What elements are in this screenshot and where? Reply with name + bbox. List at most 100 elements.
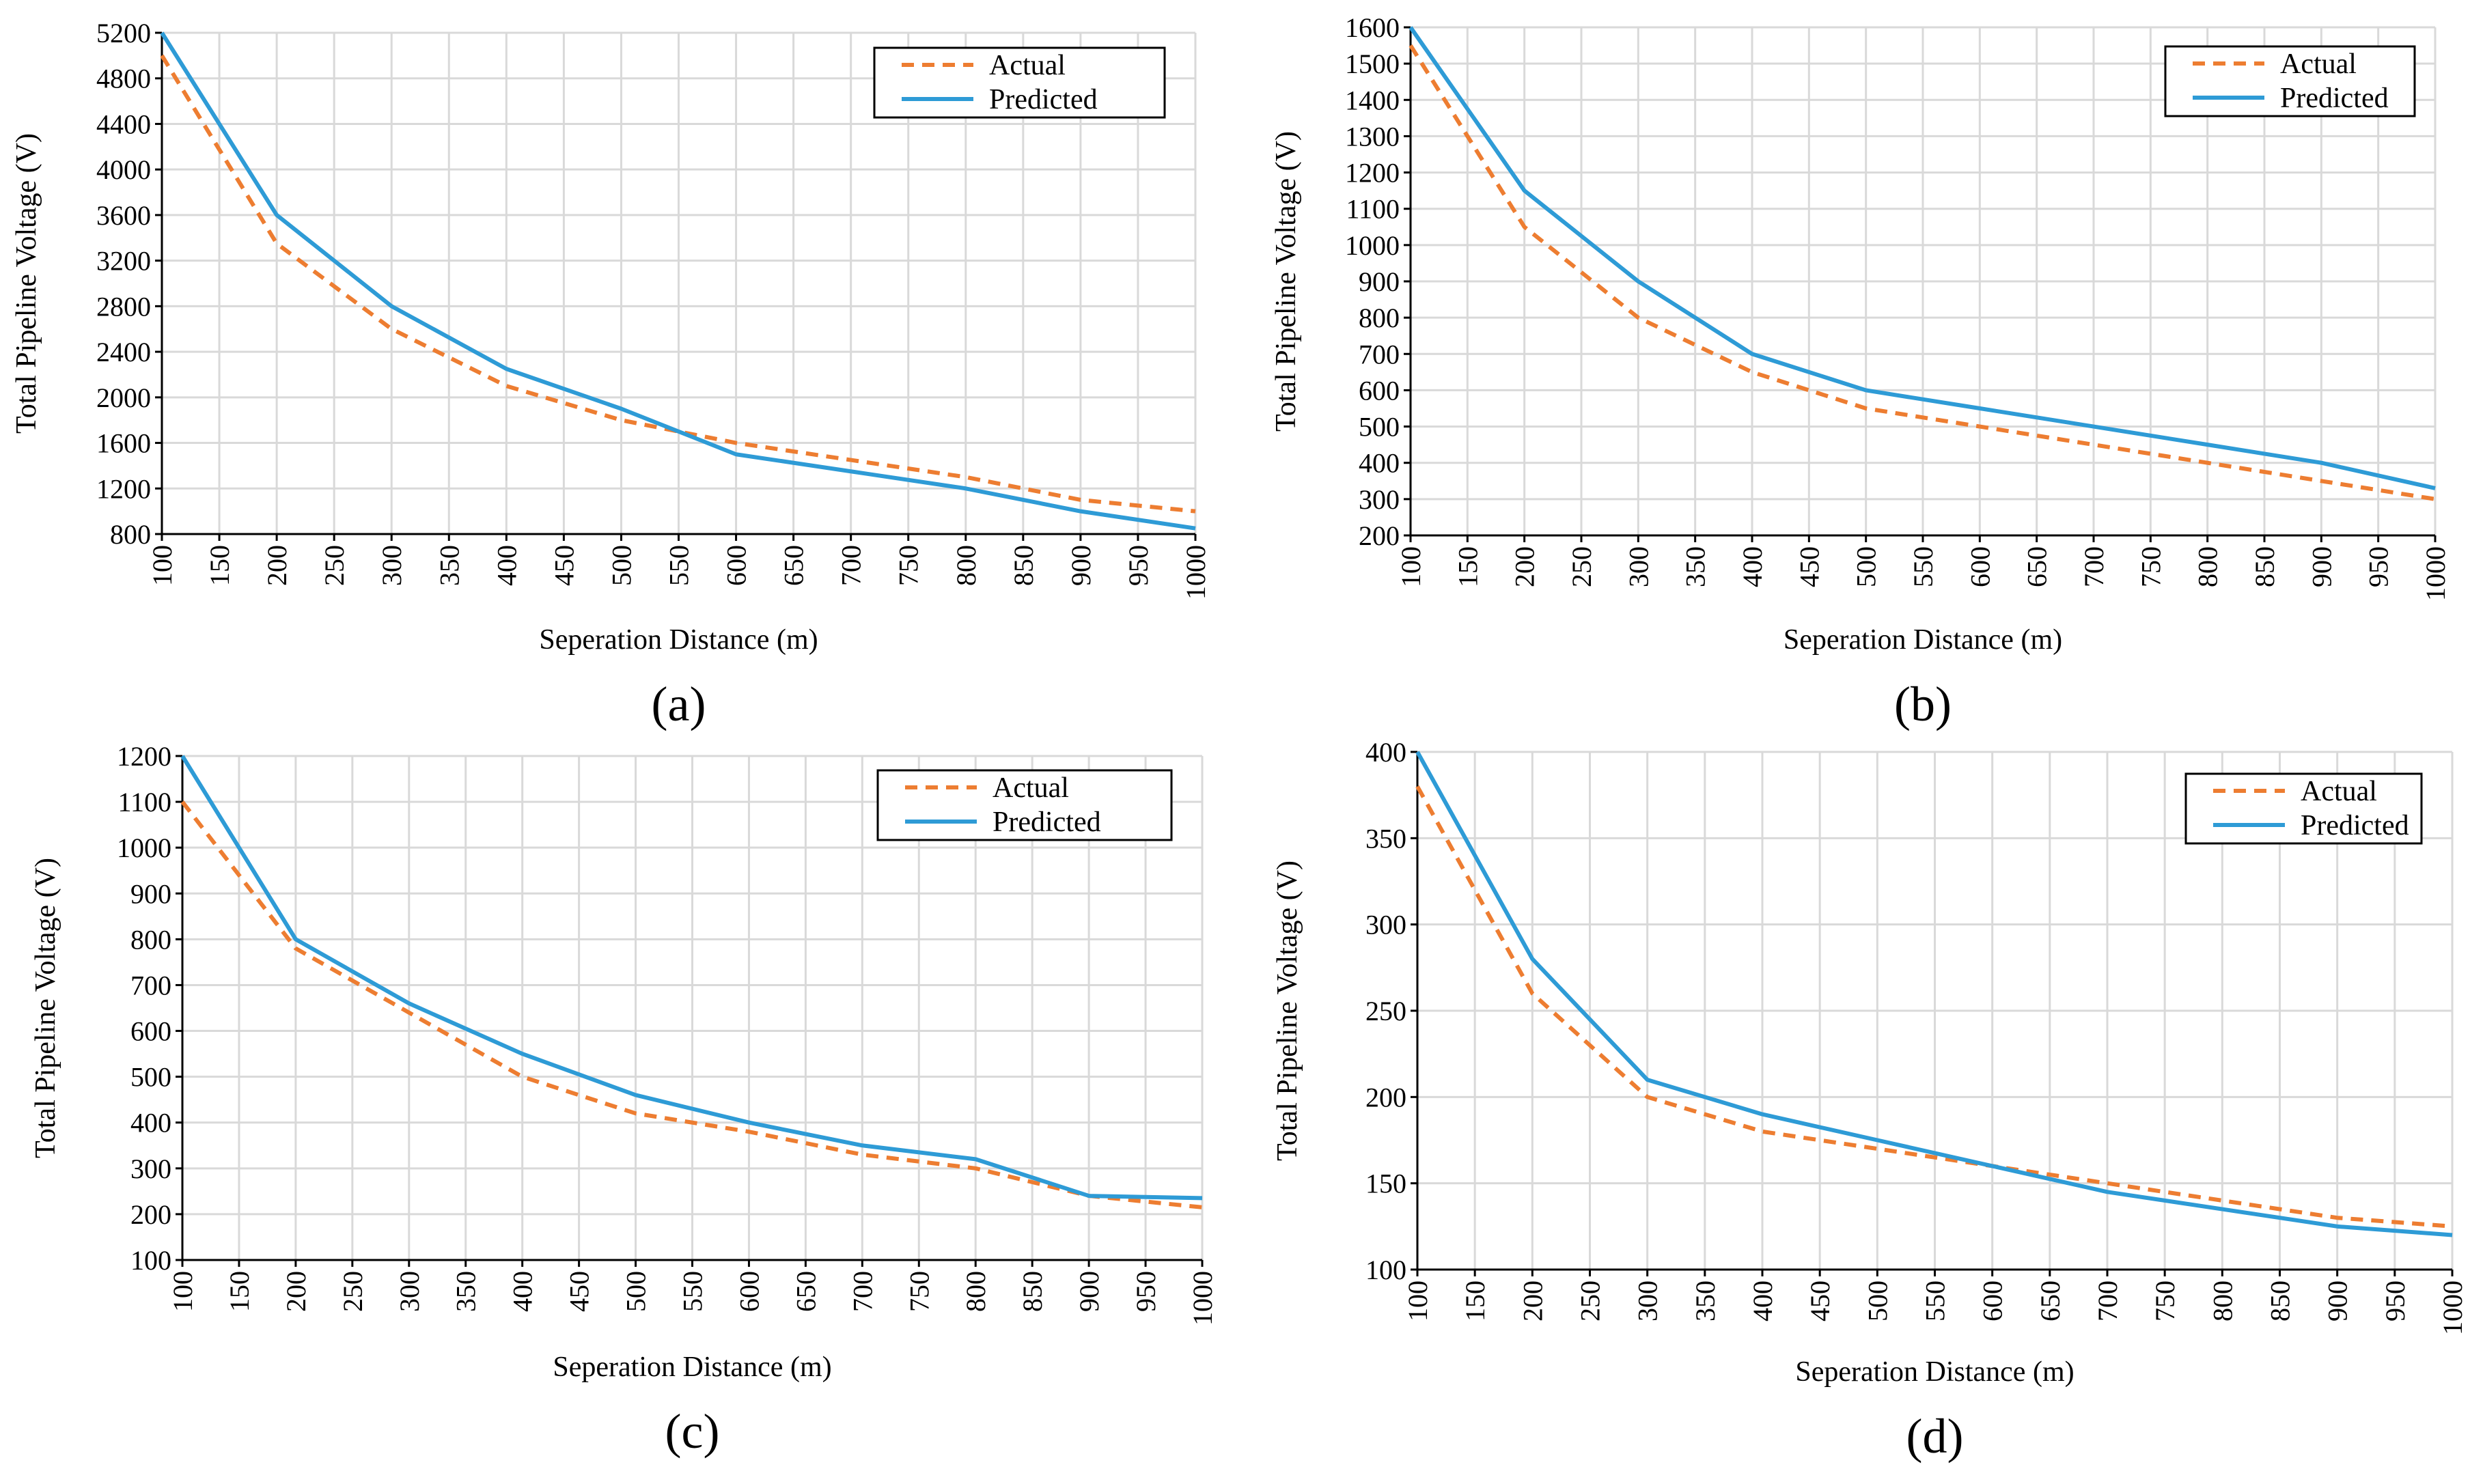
x-tick-label: 900 — [1074, 1271, 1105, 1312]
y-tick-label: 1300 — [1345, 121, 1400, 152]
x-tick-label: 250 — [337, 1271, 368, 1312]
y-tick-label: 1000 — [1345, 230, 1400, 261]
x-tick-label: 100 — [167, 1271, 198, 1312]
x-tick-label: 550 — [1920, 1280, 1951, 1321]
y-tick-label: 1200 — [96, 473, 151, 504]
series-line-actual — [180, 800, 1203, 1209]
x-tick-label: 750 — [904, 1271, 934, 1312]
x-tick-label: 700 — [836, 545, 867, 586]
x-tick-label: 250 — [319, 545, 350, 586]
x-tick-label: 950 — [1130, 1271, 1161, 1312]
x-tick-label: 250 — [1575, 1280, 1606, 1321]
y-tick-label: 2400 — [96, 337, 151, 367]
y-tick-label: 100 — [130, 1245, 171, 1276]
x-tick-label: 600 — [1978, 1280, 2008, 1321]
panel-label: (a) — [652, 677, 706, 731]
x-tick-label: 1000 — [1187, 1271, 1218, 1326]
y-tick-label: 1100 — [1346, 194, 1400, 225]
x-tick-label: 450 — [549, 545, 579, 586]
x-tick-label: 900 — [1066, 545, 1096, 586]
y-tick-label: 1000 — [117, 832, 171, 863]
y-tick-label: 300 — [1359, 484, 1400, 515]
panel-label: (c) — [665, 1404, 720, 1459]
panel-label: (d) — [1906, 1409, 1964, 1464]
x-axis-title: Seperation Distance (m) — [1784, 624, 2062, 656]
y-tick-label: 500 — [1359, 412, 1400, 443]
x-tick-label: 200 — [1517, 1280, 1548, 1321]
y-tick-label: 800 — [110, 519, 151, 550]
x-tick-label: 950 — [1123, 545, 1154, 586]
legend-box — [876, 769, 1173, 841]
legend-label-predicted: Predicted — [989, 84, 1098, 115]
y-tick-label: 900 — [130, 878, 171, 909]
legend-label-actual: Actual — [2280, 48, 2357, 80]
chart-panel-c: 100 200 300 400 500 600 700 800 900 1000 1100 1200 1… — [30, 741, 1218, 1459]
x-tick-label: 750 — [893, 545, 924, 586]
x-tick-label: 150 — [1452, 546, 1483, 587]
x-tick-label: 300 — [1633, 1280, 1663, 1321]
y-tick-label: 600 — [1359, 375, 1400, 406]
y-tick-label: 2800 — [96, 291, 151, 322]
y-axis-title: Total Pipeline Voltage (V) — [1271, 131, 1302, 432]
x-tick-label: 750 — [2135, 546, 2166, 587]
x-tick-label: 800 — [2207, 1280, 2238, 1321]
y-tick-label: 1200 — [117, 741, 171, 772]
y-tick-label: 1200 — [1345, 158, 1400, 188]
series-line-predicted — [1415, 751, 2453, 1237]
legend-label-actual: Actual — [2301, 776, 2377, 807]
chart-panel-d: 100 150 200 250 300 350 400 100 150 200 250 300 350 4… — [1272, 737, 2468, 1464]
legend-label-predicted: Predicted — [993, 807, 1101, 838]
x-tick-label: 450 — [1805, 1280, 1835, 1321]
legend-label-actual: Actual — [989, 50, 1066, 81]
x-tick-label: 350 — [434, 545, 464, 586]
y-tick-label: 400 — [1359, 448, 1400, 479]
x-tick-label: 100 — [1396, 546, 1426, 587]
y-tick-label: 200 — [1365, 1082, 1406, 1112]
y-tick-label: 600 — [130, 1016, 171, 1047]
y-tick-label: 300 — [1365, 910, 1406, 940]
y-tick-label: 350 — [1365, 823, 1406, 854]
x-tick-label: 650 — [790, 1271, 821, 1312]
series-line-predicted — [160, 31, 1196, 531]
y-tick-label: 3600 — [96, 200, 151, 231]
x-tick-label: 1000 — [2437, 1280, 2468, 1335]
y-tick-label: 400 — [1365, 737, 1406, 768]
y-tick-label: 2000 — [96, 382, 151, 413]
x-tick-label: 600 — [734, 1271, 764, 1312]
y-axis-title: Total Pipeline Voltage (V) — [30, 858, 61, 1158]
y-tick-label: 700 — [1359, 339, 1400, 369]
x-axis-title: Seperation Distance (m) — [553, 1352, 831, 1383]
x-tick-label: 1000 — [1180, 545, 1211, 600]
chart-panel-a: 800 1200 1600 2000 2400 2800 3200 3600 4000 4400 4… — [11, 18, 1211, 731]
x-tick-label: 350 — [451, 1271, 482, 1312]
y-tick-label: 4400 — [96, 109, 151, 139]
x-tick-label: 700 — [2092, 1280, 2123, 1321]
x-tick-label: 550 — [664, 545, 695, 586]
series-line-actual — [1415, 785, 2453, 1229]
y-tick-label: 500 — [130, 1062, 171, 1093]
x-tick-label: 600 — [1965, 546, 1995, 587]
panel-label: (b) — [1894, 677, 1952, 731]
x-tick-label: 850 — [2265, 1280, 2296, 1321]
x-tick-label: 150 — [224, 1271, 255, 1312]
y-tick-label: 3200 — [96, 246, 151, 277]
y-tick-label: 1400 — [1345, 85, 1400, 115]
x-tick-label: 550 — [1908, 546, 1939, 587]
y-tick-label: 200 — [130, 1199, 171, 1230]
x-tick-label: 650 — [779, 545, 809, 586]
x-tick-label: 850 — [1017, 1271, 1048, 1312]
x-tick-label: 650 — [2035, 1280, 2066, 1321]
x-tick-label: 300 — [376, 545, 407, 586]
y-tick-label: 150 — [1365, 1168, 1406, 1199]
y-tick-label: 300 — [130, 1153, 171, 1184]
x-tick-label: 300 — [1623, 546, 1654, 587]
y-tick-label: 900 — [1359, 266, 1400, 297]
x-tick-label: 650 — [2022, 546, 2053, 587]
x-tick-label: 1000 — [2420, 546, 2451, 601]
y-tick-label: 1100 — [117, 787, 171, 817]
x-tick-label: 300 — [394, 1271, 425, 1312]
y-tick-label: 400 — [130, 1108, 171, 1138]
y-axis-title: Total Pipeline Voltage (V) — [1272, 860, 1303, 1161]
x-tick-label: 850 — [2249, 546, 2280, 587]
x-tick-label: 150 — [1460, 1280, 1490, 1321]
